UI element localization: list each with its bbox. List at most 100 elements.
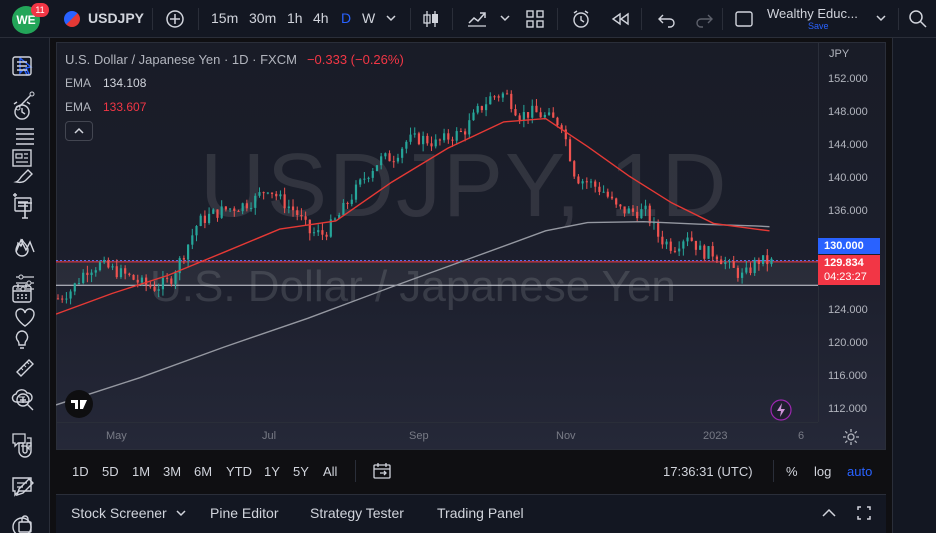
ruler-icon[interactable]: [13, 356, 37, 380]
candle-body: [720, 259, 723, 265]
divider: [198, 8, 199, 30]
lightning-icon[interactable]: [770, 399, 792, 421]
divider: [152, 8, 153, 30]
interval-15m[interactable]: 15m: [211, 10, 239, 26]
range-1m[interactable]: 1M: [132, 464, 151, 479]
percent-toggle[interactable]: %: [786, 464, 798, 479]
tab-pine-editor[interactable]: Pine Editor: [210, 505, 279, 521]
tab-strategy-tester[interactable]: Strategy Tester: [310, 505, 404, 521]
candle-body: [556, 117, 559, 126]
candle-body: [287, 206, 290, 209]
candle-body: [195, 226, 198, 236]
candle-body: [455, 131, 458, 141]
add-list-icon[interactable]: [10, 191, 34, 215]
chart-canvas[interactable]: [56, 42, 818, 422]
candle-body: [497, 96, 500, 98]
redo-icon[interactable]: [693, 8, 715, 30]
range-6m[interactable]: 6M: [194, 464, 213, 479]
utc-clock[interactable]: 17:36:31 (UTC): [663, 464, 753, 479]
chevron-down-icon[interactable]: [875, 12, 887, 34]
candle-body: [526, 112, 530, 118]
candle-body: [245, 203, 248, 209]
cloud-chat-icon[interactable]: [10, 384, 34, 408]
candle-body: [325, 234, 328, 237]
news-icon[interactable]: [10, 146, 34, 170]
candle-body: [346, 202, 349, 205]
candle-body: [350, 199, 353, 205]
range-ytd[interactable]: YTD: [226, 464, 252, 479]
interval-30m[interactable]: 30m: [249, 10, 277, 26]
save-label[interactable]: Save: [808, 21, 829, 31]
tab-stock-screener[interactable]: Stock Screener: [71, 505, 167, 521]
watchlist-icon[interactable]: [10, 54, 34, 78]
level-price-tag: 130.000: [818, 238, 880, 254]
candle-body: [187, 244, 190, 260]
candle-body: [484, 104, 488, 111]
chat-bubbles-icon[interactable]: [10, 429, 34, 453]
maximize-panel-icon[interactable]: [855, 504, 873, 522]
interval-1h[interactable]: 1h: [287, 10, 303, 26]
compare-add-icon[interactable]: [164, 8, 186, 30]
candle-body: [602, 191, 605, 193]
interval-w[interactable]: W: [362, 10, 376, 26]
candles-icon[interactable]: [420, 8, 442, 30]
settings-gear-icon[interactable]: [842, 428, 860, 446]
tab-trading-panel[interactable]: Trading Panel: [437, 505, 524, 521]
currency-label[interactable]: JPY: [829, 48, 850, 60]
tradingview-logo-icon[interactable]: [64, 389, 94, 419]
range-3m[interactable]: 3M: [163, 464, 182, 479]
ema-legend-1[interactable]: EMA 134.108: [65, 76, 146, 90]
candle-body: [665, 241, 668, 245]
alarm-clock-icon[interactable]: [10, 99, 34, 123]
collapse-legend-button[interactable]: [65, 121, 93, 141]
range-all[interactable]: All: [323, 464, 338, 479]
symbol-search-button[interactable]: USDJPY: [88, 10, 145, 26]
candle-body: [699, 245, 702, 250]
replay-icon[interactable]: [609, 8, 631, 30]
fullscreen-square-icon[interactable]: [733, 8, 755, 30]
interval-d[interactable]: D: [341, 10, 352, 26]
time-axis[interactable]: [56, 422, 818, 450]
indicators-icon[interactable]: [466, 8, 488, 30]
brush-icon[interactable]: [13, 162, 37, 186]
heart-icon[interactable]: [13, 306, 37, 330]
chevron-down-icon[interactable]: [499, 12, 511, 34]
chevron-up-icon[interactable]: [820, 504, 838, 522]
ema-legend-2[interactable]: EMA 133.607: [65, 100, 146, 114]
message-icon[interactable]: [10, 474, 34, 498]
fib-retracement-icon[interactable]: [13, 124, 37, 148]
chevron-down-icon[interactable]: [385, 12, 397, 34]
layout-grid-icon[interactable]: [524, 8, 546, 30]
trend-line-icon[interactable]: [13, 89, 37, 113]
fire-icon[interactable]: [10, 236, 34, 260]
candle-body: [451, 139, 454, 141]
candle-body: [510, 93, 513, 110]
search-icon[interactable]: [907, 8, 929, 30]
candle-body: [258, 192, 261, 196]
chevron-down-icon[interactable]: [175, 507, 187, 519]
magnet-icon[interactable]: [13, 439, 37, 463]
range-5y[interactable]: 5Y: [293, 464, 309, 479]
range-1y[interactable]: 1Y: [264, 464, 280, 479]
undo-icon[interactable]: [656, 8, 678, 30]
candle-body: [573, 161, 576, 177]
time-label: May: [106, 430, 127, 442]
calendar-icon[interactable]: [10, 281, 34, 305]
chart-pane[interactable]: [56, 42, 886, 450]
auto-toggle[interactable]: auto: [847, 464, 873, 479]
interval-4h[interactable]: 4h: [313, 10, 329, 26]
candle-body: [745, 267, 748, 273]
candle-body: [703, 245, 706, 259]
chart-legend[interactable]: U.S. Dollar / Japanese Yen · 1D · FXCM −0…: [65, 52, 404, 67]
goto-date-icon[interactable]: [372, 461, 392, 481]
price-axis[interactable]: [818, 42, 886, 422]
range-5d[interactable]: 5D: [102, 464, 119, 479]
range-1d[interactable]: 1D: [72, 464, 89, 479]
help-icon[interactable]: [10, 515, 34, 533]
log-toggle[interactable]: log: [814, 464, 832, 479]
candle-body: [216, 209, 219, 218]
alert-clock-icon[interactable]: [570, 8, 592, 30]
divider: [452, 8, 453, 30]
account-name[interactable]: Wealthy Educ...: [767, 6, 858, 21]
lightbulb-icon[interactable]: [10, 328, 34, 352]
